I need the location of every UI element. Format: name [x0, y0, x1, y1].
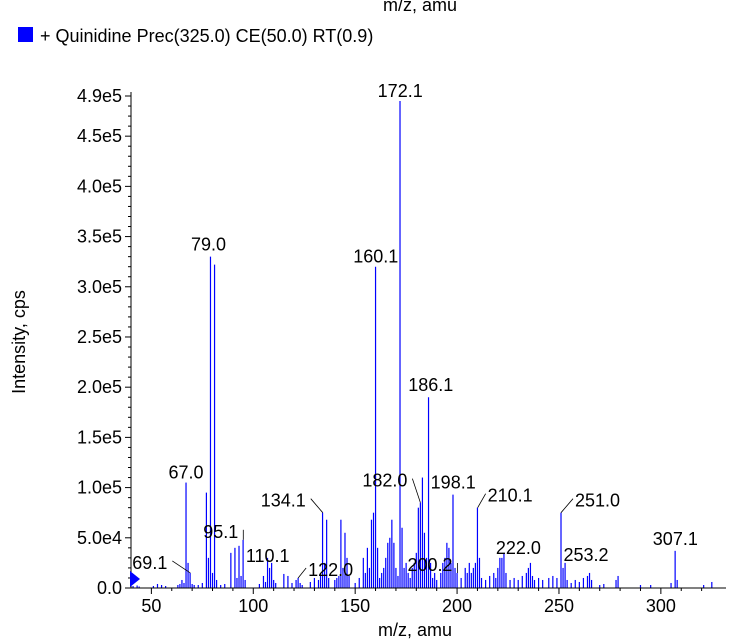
- peak-label-122-0: 122.0: [308, 560, 353, 580]
- peak-label-210-1: 210.1: [488, 486, 533, 506]
- y-tick-label: 1.5e5: [77, 427, 122, 447]
- x-tick-label: 300: [646, 596, 676, 616]
- y-tick-label: 3.0e5: [77, 277, 122, 297]
- x-tick-label: 150: [340, 596, 370, 616]
- y-tick-label: 4.9e5: [77, 86, 122, 106]
- peak-label-253-2: 253.2: [563, 545, 608, 565]
- x-tick-label: 50: [141, 596, 161, 616]
- spectrum-peaks: [132, 101, 713, 588]
- peak-label-251-0: 251.0: [575, 491, 620, 511]
- leader-line: [477, 493, 486, 508]
- y-tick-label: 0.0: [97, 578, 122, 598]
- peak-label-198-1: 198.1: [431, 473, 476, 493]
- y-tick-label: 2.0e5: [77, 377, 122, 397]
- x-axis: 50 100 150 200 250 300: [131, 587, 726, 616]
- y-tick-label: 1.0e5: [77, 478, 122, 498]
- y-tick-label: 5.0e4: [77, 528, 122, 548]
- peak-label-69-1: 69.1: [132, 553, 167, 573]
- legend-label: + Quinidine Prec(325.0) CE(50.0) RT(0.9): [40, 26, 373, 46]
- annotation-leaders: [172, 478, 574, 579]
- legend-swatch: [18, 27, 33, 42]
- leader-line: [297, 567, 307, 579]
- peak-label-182-0: 182.0: [362, 471, 407, 491]
- x-tick-label: 200: [442, 596, 472, 616]
- x-tick-label: 100: [238, 596, 268, 616]
- y-axis: 0.0 5.0e4 1.0e5 1.5e5 2.0e5 2.5e5 3.0e5 3.5e5 4.…: [77, 86, 132, 598]
- peak-label-307-1: 307.1: [653, 529, 698, 549]
- y-tick-label: 3.5e5: [77, 227, 122, 247]
- peak-label-110-1: 110.1: [246, 546, 290, 566]
- leader-line: [172, 560, 191, 574]
- peak-label-186-1: 186.1: [408, 375, 453, 395]
- peak-label-222-0: 222.0: [496, 538, 541, 558]
- x-axis-label: m/z, amu: [378, 620, 452, 640]
- peak-annotations: 172.1 79.0 160.1 186.1 67.0 198.1 134.1 182.0 21…: [132, 81, 698, 580]
- peak-label-67-0: 67.0: [169, 463, 204, 483]
- scroll-marker-icon[interactable]: [130, 571, 140, 587]
- y-axis-label: Intensity, cps: [9, 290, 29, 394]
- y-tick-label: 4.0e5: [77, 176, 122, 196]
- peak-label-172-1: 172.1: [378, 81, 423, 101]
- peak-label-95-1: 95.1: [203, 522, 238, 542]
- leader-line: [310, 498, 324, 513]
- leader-line: [412, 478, 421, 503]
- x-tick-label: 250: [544, 596, 574, 616]
- y-tick-label: 2.5e5: [77, 327, 122, 347]
- peak-label-160-1: 160.1: [353, 247, 398, 267]
- peak-label-79-0: 79.0: [191, 235, 226, 255]
- leader-line: [560, 498, 574, 513]
- peak-label-200-2: 200.2: [407, 555, 452, 575]
- peak-label-134-1: 134.1: [261, 491, 306, 511]
- y-tick-label: 4.5e5: [77, 126, 122, 146]
- top-cut-axis-title: m/z, amu: [383, 0, 457, 15]
